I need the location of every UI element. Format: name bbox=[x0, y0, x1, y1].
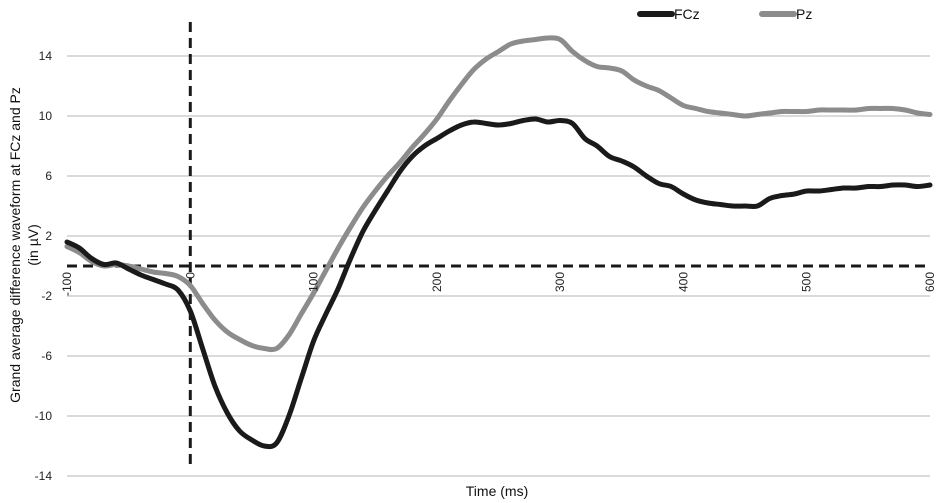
x-axis-label: Time (ms) bbox=[466, 483, 528, 499]
legend-label-pz: Pz bbox=[796, 6, 812, 22]
y-tick-labels: -14 -10 -6 -2 2 6 10 14 bbox=[35, 49, 53, 483]
reference-lines bbox=[67, 22, 930, 470]
x-tick-label: 600 bbox=[923, 272, 937, 292]
x-tick-label: -100 bbox=[60, 272, 74, 296]
y-tick-label: -2 bbox=[41, 289, 52, 303]
x-tick-label: 0 bbox=[183, 272, 197, 279]
y-tick-label: 6 bbox=[45, 169, 52, 183]
x-tick-labels: -100 0 100 200 300 400 500 600 bbox=[60, 272, 937, 296]
gridlines bbox=[67, 55, 930, 477]
y-tick-label: -14 bbox=[35, 469, 53, 483]
y-tick-label: -6 bbox=[41, 349, 52, 363]
x-tick-label: 500 bbox=[800, 272, 814, 292]
x-tick-label: 200 bbox=[430, 272, 444, 292]
x-tick-label: 100 bbox=[307, 272, 321, 292]
x-tick-label: 300 bbox=[553, 272, 567, 292]
series-line-fcz bbox=[64, 116, 933, 450]
y-tick-label: 2 bbox=[45, 229, 52, 243]
x-tick-label: 400 bbox=[676, 272, 690, 292]
legend: FCz Pz bbox=[637, 6, 812, 22]
legend-label-fcz: FCz bbox=[674, 6, 700, 22]
y-tick-label: -10 bbox=[35, 409, 53, 423]
y-axis-label-line-2: (in µV) bbox=[25, 224, 41, 266]
series-lines bbox=[64, 35, 933, 450]
y-axis-label-line-1: Grand average difference waveform at FCz… bbox=[7, 87, 23, 403]
series-line-pz bbox=[64, 35, 933, 353]
y-tick-label: 14 bbox=[39, 49, 53, 63]
y-tick-label: 10 bbox=[39, 109, 53, 123]
